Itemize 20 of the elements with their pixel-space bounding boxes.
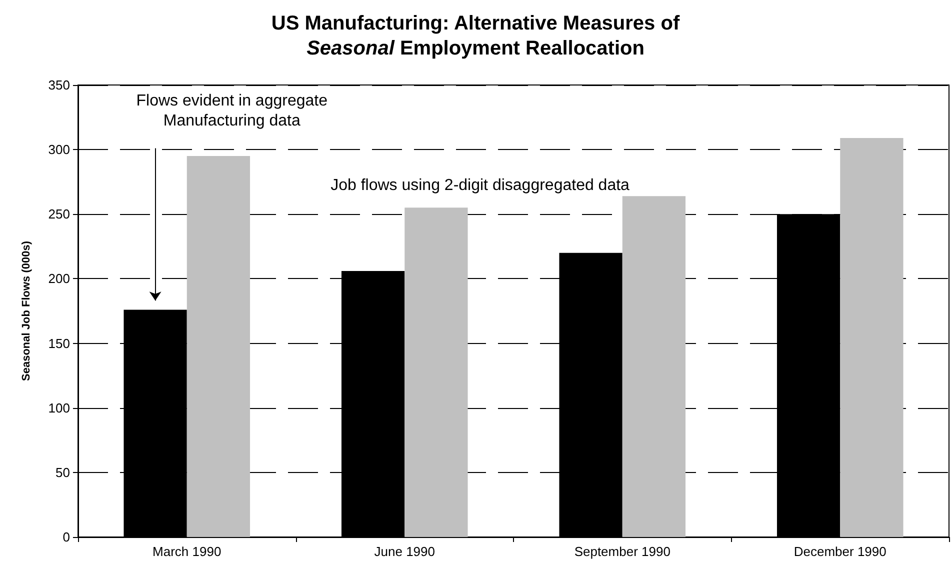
y-tick-label: 200 [48,271,70,286]
x-tick-label: June 1990 [374,544,435,559]
x-tick-label: September 1990 [574,544,670,559]
y-tick-label: 250 [48,206,70,222]
x-tick-label: December 1990 [794,544,886,559]
y-tick-label: 150 [48,336,70,351]
y-tick-label: 300 [48,142,70,158]
y-tick-label: 350 [48,78,70,92]
y-axis-title: Seasonal Job Flows (000s) [20,240,32,381]
bar [840,138,904,537]
bar [186,156,250,537]
annotation: Job flows using 2-digit disaggregated data [330,177,630,194]
y-tick-label: 0 [62,530,70,544]
bar [404,208,468,537]
y-tick-label: 100 [48,400,70,416]
x-tick-label: March 1990 [152,544,222,559]
chart-title: US Manufacturing: Alternative Measures of Seasonal Employment Reallocation [271,12,680,60]
annotation: Flows evident in aggregate Manufacturing data [136,92,328,130]
bar [622,196,686,537]
y-tick-label: 50 [56,464,70,480]
